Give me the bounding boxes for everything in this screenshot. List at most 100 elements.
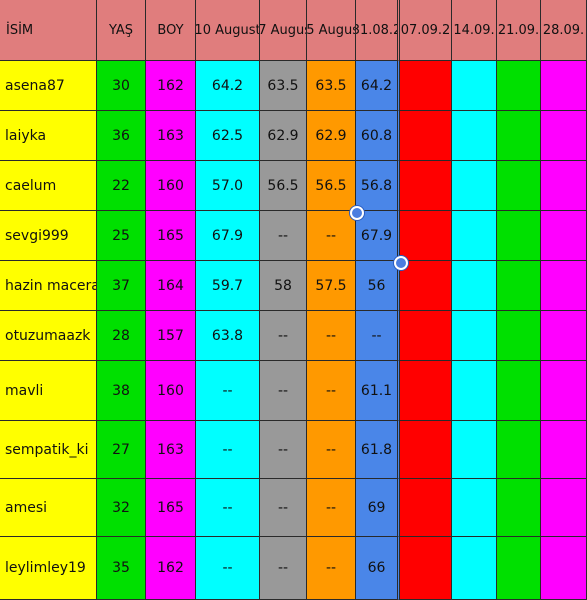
cell-boy[interactable]: 160 [146,361,196,421]
cell-17-august[interactable]: -- [260,537,307,600]
cell-17-august[interactable]: 62.9 [260,111,307,161]
column-header-21-09[interactable]: 21.09. [497,0,541,61]
row-name-cell[interactable]: leylimley19 [0,537,97,600]
cell-17-august[interactable]: 58 [260,261,307,311]
cell-28-09[interactable] [541,61,587,111]
row-name-cell[interactable]: hazin macera [0,261,97,311]
cell-10-august[interactable]: -- [196,479,260,537]
cell-17-august[interactable]: -- [260,361,307,421]
cell-21-09[interactable] [497,311,541,361]
cell-31-08[interactable]: 64.2 [356,61,400,111]
cell-25-august[interactable]: -- [307,421,356,479]
cell-21-09[interactable] [497,261,541,311]
cell-07-09[interactable] [400,261,452,311]
cell-yas[interactable]: 28 [97,311,146,361]
cell-yas[interactable]: 22 [97,161,146,211]
cell-25-august[interactable]: 63.5 [307,61,356,111]
cell-25-august[interactable]: 56.5 [307,161,356,211]
cell-31-08[interactable]: -- [356,311,400,361]
cell-21-09[interactable] [497,479,541,537]
cell-boy[interactable]: 165 [146,211,196,261]
cell-boy[interactable]: 163 [146,111,196,161]
cell-yas[interactable]: 36 [97,111,146,161]
cell-14-09[interactable] [452,479,497,537]
cell-25-august[interactable]: -- [307,361,356,421]
column-header-17-august[interactable]: 17 August [260,0,307,61]
cell-31-08[interactable]: 67.9 [356,211,400,261]
cell-25-august[interactable]: -- [307,537,356,600]
cell-07-09[interactable] [400,421,452,479]
cell-17-august[interactable]: -- [260,421,307,479]
cell-25-august[interactable]: -- [307,479,356,537]
cell-25-august[interactable]: -- [307,311,356,361]
cell-28-09[interactable] [541,361,587,421]
cell-28-09[interactable] [541,537,587,600]
cell-07-09[interactable] [400,537,452,600]
cell-10-august[interactable]: 63.8 [196,311,260,361]
cell-yas[interactable]: 38 [97,361,146,421]
cell-28-09[interactable] [541,161,587,211]
cell-14-09[interactable] [452,421,497,479]
cell-21-09[interactable] [497,211,541,261]
cell-28-09[interactable] [541,479,587,537]
cell-31-08[interactable]: 56.8 [356,161,400,211]
cell-boy[interactable]: 160 [146,161,196,211]
selection-handle-start[interactable] [350,206,364,220]
cell-07-09[interactable] [400,161,452,211]
cell-10-august[interactable]: -- [196,537,260,600]
cell-14-09[interactable] [452,161,497,211]
cell-21-09[interactable] [497,361,541,421]
cell-31-08[interactable]: 61.8 [356,421,400,479]
row-name-cell[interactable]: laiyka [0,111,97,161]
cell-07-09[interactable] [400,361,452,421]
cell-10-august[interactable]: 59.7 [196,261,260,311]
cell-28-09[interactable] [541,211,587,261]
row-name-cell[interactable]: sevgi999 [0,211,97,261]
column-header-isim[interactable]: İSİM [0,0,97,61]
cell-boy[interactable]: 162 [146,61,196,111]
cell-yas[interactable]: 25 [97,211,146,261]
cell-14-09[interactable] [452,211,497,261]
row-name-cell[interactable]: caelum [0,161,97,211]
cell-14-09[interactable] [452,311,497,361]
cell-31-08[interactable]: 69 [356,479,400,537]
column-header-yas[interactable]: YAŞ [97,0,146,61]
row-name-cell[interactable]: asena87 [0,61,97,111]
row-name-cell[interactable]: mavli [0,361,97,421]
cell-14-09[interactable] [452,361,497,421]
cell-boy[interactable]: 163 [146,421,196,479]
cell-10-august[interactable]: 64.2 [196,61,260,111]
row-name-cell[interactable]: amesi [0,479,97,537]
cell-31-08[interactable]: 56 [356,261,400,311]
row-name-cell[interactable]: sempatik_ki [0,421,97,479]
cell-07-09[interactable] [400,61,452,111]
cell-10-august[interactable]: 57.0 [196,161,260,211]
cell-yas[interactable]: 30 [97,61,146,111]
cell-28-09[interactable] [541,311,587,361]
selection-handle-end[interactable] [394,256,408,270]
column-header-25-august[interactable]: 25 August [307,0,356,61]
cell-yas[interactable]: 27 [97,421,146,479]
cell-14-09[interactable] [452,111,497,161]
cell-28-09[interactable] [541,111,587,161]
cell-10-august[interactable]: -- [196,421,260,479]
cell-07-09[interactable] [400,111,452,161]
cell-31-08[interactable]: 61.1 [356,361,400,421]
cell-28-09[interactable] [541,261,587,311]
cell-yas[interactable]: 32 [97,479,146,537]
cell-14-09[interactable] [452,537,497,600]
cell-21-09[interactable] [497,111,541,161]
cell-25-august[interactable]: 57.5 [307,261,356,311]
column-header-28-09[interactable]: 28.09. [541,0,587,61]
column-header-14-09[interactable]: 14.09. [452,0,497,61]
cell-14-09[interactable] [452,61,497,111]
cell-yas[interactable]: 37 [97,261,146,311]
cell-17-august[interactable]: -- [260,479,307,537]
column-header-10-august[interactable]: 10 August [196,0,260,61]
cell-10-august[interactable]: -- [196,361,260,421]
cell-boy[interactable]: 165 [146,479,196,537]
column-header-07-09[interactable]: 07.09.2 [400,0,452,61]
cell-21-09[interactable] [497,421,541,479]
cell-21-09[interactable] [497,61,541,111]
cell-25-august[interactable]: 62.9 [307,111,356,161]
